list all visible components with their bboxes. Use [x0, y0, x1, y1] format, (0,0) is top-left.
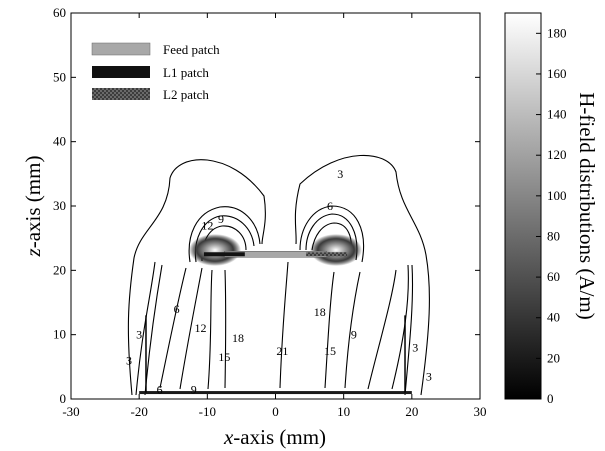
x-tick-label: -30 [62, 404, 79, 419]
contour-label: 3 [412, 341, 418, 355]
contour-label: 21 [276, 344, 288, 358]
colorbar [504, 12, 542, 400]
y-axis-title: z-axis (mm) [21, 156, 45, 258]
colorbar-tick-label: 0 [547, 391, 554, 406]
colorbar-tick-label: 100 [547, 188, 567, 203]
y-tick-label: 30 [53, 198, 66, 213]
x-axis-ticks: -30 -20 -10 0 10 20 30 [62, 13, 487, 419]
y-tick-label: 40 [53, 134, 66, 149]
x-tick-label: 30 [474, 404, 487, 419]
y-tick-label: 20 [53, 262, 66, 277]
legend-swatch-l1 [92, 66, 150, 78]
contour-label: 18 [232, 331, 244, 345]
structures [139, 251, 412, 395]
y-axis-ticks: 0 10 20 30 40 50 60 [53, 5, 480, 406]
contour-label: 3 [337, 167, 343, 181]
y-tick-label: 50 [53, 69, 66, 84]
contour-label: 12 [195, 321, 207, 335]
x-tick-label: 10 [337, 404, 350, 419]
contour-label: 9 [218, 212, 224, 226]
contour-label: 6 [157, 382, 163, 396]
colorbar-tick-label: 160 [547, 66, 567, 81]
legend-swatch-feed [91, 42, 151, 56]
hotspot-right [310, 234, 362, 266]
y-tick-label: 10 [53, 327, 66, 342]
contour-label: 9 [191, 382, 197, 396]
hotspots [189, 234, 362, 266]
contour-label: 12 [201, 218, 213, 232]
contour-label: 9 [351, 328, 357, 342]
legend: Feed patch L1 patch L2 patch [91, 42, 220, 102]
colorbar-ticks: 0 20 40 60 80 100 120 140 160 180 [536, 25, 567, 406]
contour-label: 3 [426, 369, 432, 383]
hotspot-left [189, 234, 241, 266]
contour-lines [127, 154, 430, 396]
colorbar-tick-label: 180 [547, 25, 567, 40]
colorbar-tick-label: 120 [547, 147, 567, 162]
colorbar-label: H-field distributions (A/m) [575, 92, 599, 319]
contour-label: 3 [126, 353, 132, 367]
colorbar-tick-label: 80 [547, 228, 560, 243]
legend-swatch-l2 [92, 88, 150, 100]
legend-label-l2: L2 patch [163, 87, 209, 102]
contour-label: 3 [136, 328, 142, 342]
contour-label: 6 [174, 302, 180, 316]
legend-label-l1: L1 patch [163, 65, 209, 80]
l1-patch-structure [203, 252, 245, 257]
contour-label: 6 [327, 199, 333, 213]
colorbar-tick-label: 20 [547, 350, 560, 365]
l2-patch-structure [306, 252, 348, 257]
x-tick-label: -20 [130, 404, 147, 419]
y-tick-label: 60 [53, 5, 66, 20]
y-tick-label: 0 [60, 391, 67, 406]
legend-label-feed: Feed patch [163, 42, 220, 57]
x-tick-label: -10 [199, 404, 216, 419]
ground-plane [139, 391, 412, 395]
contour-label: 18 [314, 305, 326, 319]
colorbar-tick-label: 60 [547, 269, 560, 284]
contour-label: 15 [324, 344, 336, 358]
x-tick-label: 0 [272, 404, 279, 419]
colorbar-tick-label: 140 [547, 107, 567, 122]
x-axis-title: x-axis (mm) [223, 425, 326, 449]
colorbar-tick-label: 40 [547, 310, 560, 325]
x-tick-label: 20 [405, 404, 418, 419]
contour-label: 15 [218, 350, 230, 364]
